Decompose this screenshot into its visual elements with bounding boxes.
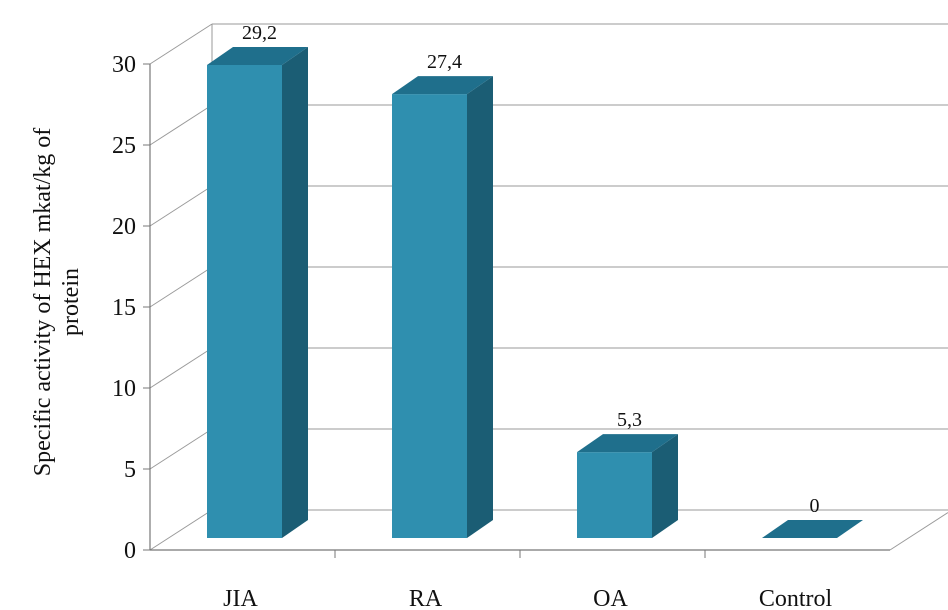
x-tick-label: JIA — [223, 586, 258, 610]
bar-top — [577, 434, 678, 453]
data-label: 29,2 — [242, 22, 277, 44]
side-gridline — [149, 185, 213, 227]
data-label: 0 — [810, 495, 820, 517]
bar-side — [282, 46, 308, 539]
floor-right-edge — [889, 512, 948, 551]
x-tick-label: OA — [593, 586, 628, 610]
bar-layer — [207, 46, 863, 539]
bar-top — [392, 76, 493, 95]
data-label: 5,3 — [617, 409, 642, 431]
y-tick-label: 10 — [112, 376, 136, 402]
x-tick-label: RA — [409, 586, 443, 610]
bar-side — [467, 76, 493, 539]
y-tick-label: 25 — [112, 133, 136, 159]
label-layer: 0 5 10 15 20 25 30 29,2 JIA 27,4 RA 5,3 OA 0 Control — [112, 22, 832, 610]
y-tick-label: 15 — [112, 295, 136, 321]
bar-top — [207, 46, 308, 65]
y-tick-label: 20 — [112, 214, 136, 240]
side-gridline — [149, 23, 213, 65]
y-tick-label: 0 — [124, 538, 136, 564]
side-gridline — [149, 266, 213, 308]
bar-side — [652, 434, 678, 538]
bar-front — [577, 452, 652, 538]
bar-front — [207, 64, 282, 539]
side-gridline — [149, 104, 213, 146]
side-gridline — [149, 428, 213, 470]
y-tick-label: 5 — [124, 457, 136, 483]
side-gridline — [149, 347, 213, 389]
y-tick-label: 30 — [112, 52, 136, 78]
bar-front — [392, 94, 467, 539]
x-tick-label: Control — [759, 586, 833, 610]
axis-layer — [143, 63, 890, 558]
bar-top — [762, 520, 863, 538]
y-axis-title-line1: Specific activity of HEX mkat/kg of — [30, 128, 56, 477]
data-label: 27,4 — [427, 51, 462, 73]
y-axis-title-line2: protein — [58, 268, 84, 336]
